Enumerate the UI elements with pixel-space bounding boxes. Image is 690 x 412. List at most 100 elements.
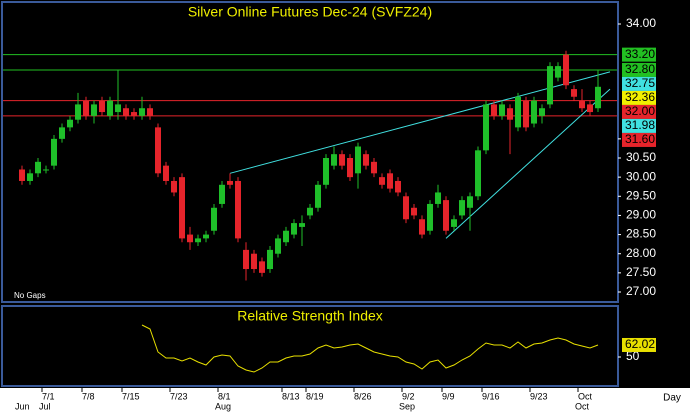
candle-body bbox=[355, 146, 361, 174]
candle-body bbox=[307, 207, 313, 216]
candle-body bbox=[523, 100, 529, 128]
candle-body bbox=[147, 108, 153, 116]
price-badge-label: 33.20 bbox=[625, 47, 655, 61]
x-tick-label: 7/23 bbox=[170, 391, 188, 401]
trendline bbox=[229, 71, 611, 174]
price-badge bbox=[622, 104, 656, 119]
y-tick-label: 27.50 bbox=[626, 265, 656, 279]
x-tick-label: 8/13 bbox=[282, 391, 300, 401]
candle-body bbox=[403, 196, 409, 220]
rsi-line bbox=[141, 324, 599, 373]
candle-body bbox=[123, 108, 129, 116]
chart-title: Silver Online Futures Dec-24 (SVFZ24) bbox=[188, 4, 432, 20]
candle-body bbox=[115, 104, 121, 113]
month-label: Jul bbox=[39, 401, 51, 411]
x-tick-label: 9/23 bbox=[530, 391, 548, 401]
candle-body bbox=[379, 177, 385, 185]
x-unit: Day bbox=[663, 393, 681, 404]
candle-body bbox=[259, 261, 265, 273]
candle-body bbox=[235, 180, 241, 239]
y-tick-label: 34.00 bbox=[626, 16, 656, 30]
note: No Gaps bbox=[14, 291, 46, 300]
candle-body bbox=[59, 127, 65, 139]
candle-body bbox=[435, 192, 441, 204]
candle-body bbox=[19, 169, 25, 181]
candle-body bbox=[347, 158, 353, 178]
candle-body bbox=[451, 219, 457, 227]
price-badge bbox=[622, 76, 656, 91]
price-badge bbox=[622, 62, 656, 77]
candle-body bbox=[219, 184, 225, 204]
rsi-badge-label: 62.02 bbox=[625, 337, 655, 351]
candle-body bbox=[275, 238, 281, 254]
candle-body bbox=[475, 150, 481, 197]
month-label: Jun bbox=[15, 401, 30, 411]
y-tick-label: 28.00 bbox=[626, 246, 656, 260]
trendline bbox=[445, 88, 611, 239]
price-badge bbox=[622, 47, 656, 62]
month-label: Sep bbox=[399, 401, 415, 411]
candle-body bbox=[427, 203, 433, 231]
candle-body bbox=[283, 230, 289, 243]
candle-body bbox=[539, 108, 545, 116]
candle-body bbox=[419, 219, 425, 235]
x-tick-label: 8/26 bbox=[354, 391, 372, 401]
price-badge-label: 32.80 bbox=[625, 62, 655, 76]
candle-body bbox=[203, 234, 209, 239]
candle-body bbox=[491, 104, 497, 116]
candle-body bbox=[267, 249, 273, 270]
candle-body bbox=[83, 100, 89, 116]
candle-body bbox=[27, 173, 33, 181]
candle-body bbox=[331, 154, 337, 166]
y-tick-label: 30.50 bbox=[626, 150, 656, 164]
candle-body bbox=[91, 104, 97, 116]
x-tick-label: 9/16 bbox=[482, 391, 500, 401]
candle-body bbox=[459, 200, 465, 216]
candle-body bbox=[387, 173, 393, 189]
candle-body bbox=[211, 207, 217, 231]
candle-body bbox=[251, 253, 257, 270]
y-tick-label: 29.00 bbox=[626, 208, 656, 222]
candle-body bbox=[107, 100, 113, 116]
candle-body bbox=[507, 108, 513, 120]
candle-body bbox=[187, 234, 193, 243]
candle-body bbox=[363, 154, 369, 166]
candle-body bbox=[467, 196, 473, 208]
candle-body bbox=[571, 89, 577, 97]
candle-body bbox=[43, 169, 49, 171]
candle-body bbox=[315, 184, 321, 208]
x-tick-label: 8/19 bbox=[306, 391, 324, 401]
time-axis bbox=[0, 388, 690, 412]
rsi-badge bbox=[622, 337, 656, 352]
price-badge-label: 32.00 bbox=[625, 104, 655, 118]
candle-body bbox=[99, 100, 105, 113]
x-tick-label: 7/1 bbox=[42, 391, 55, 401]
candle-body bbox=[555, 66, 561, 78]
candle-body bbox=[515, 96, 521, 128]
price-badge-label: 31.60 bbox=[625, 132, 655, 146]
candle-body bbox=[51, 138, 57, 166]
candle-body bbox=[171, 180, 177, 193]
x-tick-label: 8/1 bbox=[218, 391, 231, 401]
candle-body bbox=[443, 200, 449, 231]
candle-body bbox=[227, 180, 233, 185]
candle-body bbox=[67, 119, 73, 128]
candle-body bbox=[339, 154, 345, 166]
candle-body bbox=[547, 66, 553, 105]
candle-body bbox=[195, 238, 201, 243]
candle-body bbox=[531, 100, 537, 124]
candle-body bbox=[291, 223, 297, 235]
candle-body bbox=[179, 177, 185, 239]
candle-body bbox=[371, 161, 377, 174]
price-badge-label: 32.75 bbox=[625, 76, 655, 90]
month-label: Aug bbox=[215, 401, 231, 411]
candle-body bbox=[411, 207, 417, 216]
candle-body bbox=[139, 108, 145, 116]
price-badge-label: 32.36 bbox=[625, 90, 655, 104]
y-tick-label: 27.00 bbox=[626, 284, 656, 298]
candle-body bbox=[163, 165, 169, 181]
x-tick-label: 7/15 bbox=[122, 391, 140, 401]
price-badge bbox=[622, 90, 656, 105]
